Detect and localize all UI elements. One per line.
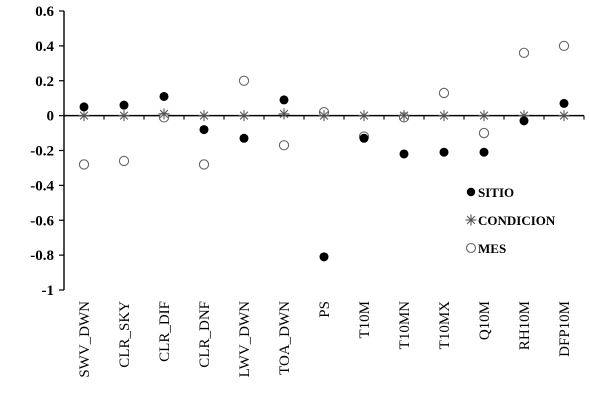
x-tick-label: T10MX (437, 301, 453, 350)
point-mes-lwv_dwn (238, 75, 250, 86)
point-sitio-toa_dwn (279, 95, 289, 105)
y-tick-label: 0.4 (35, 39, 54, 55)
legend-label-mes: MES (478, 241, 506, 256)
point-condicion-clr_dif (158, 108, 170, 120)
x-tick-label: CLR_DIF (157, 301, 173, 362)
x-tick-label: T10M (357, 301, 373, 339)
y-tick-label: -0.8 (30, 248, 54, 264)
legend: SITIO CONDICION MES (456, 179, 580, 267)
x-tick-label: CLR_DNF (197, 301, 213, 368)
point-condicion-clr_dnf (198, 110, 210, 122)
axes (59, 10, 585, 291)
x-tick-label: DFP10M (557, 301, 573, 357)
point-sitio-swv_dwn (79, 102, 89, 112)
point-condicion-clr_sky (118, 110, 130, 122)
point-condicion-swv_dwn (78, 110, 90, 122)
point-sitio-lwv_dwn (239, 133, 249, 143)
data-marks (78, 40, 570, 262)
point-condicion-t10mx (438, 110, 450, 122)
y-tick-labels: 0.6 0.4 0.2 0 -0.2 -0.4 -0.6 -0.8 -1 (30, 4, 54, 299)
legend-box (456, 179, 580, 267)
point-sitio-dfp10m (559, 98, 569, 108)
point-sitio-q10m (479, 147, 489, 157)
point-condicion-toa_dwn (278, 108, 290, 120)
point-sitio-t10m (359, 133, 369, 143)
y-tick-label: -0.6 (30, 213, 54, 229)
point-sitio-ps (319, 252, 329, 262)
x-tick-label: Q10M (477, 301, 493, 340)
x-tick-label: TOA_DWN (277, 301, 293, 375)
point-condicion-q10m (478, 110, 490, 122)
point-mes-clr_sky (118, 155, 130, 167)
legend-asterisk (465, 214, 477, 226)
point-mes-clr_dnf (198, 159, 210, 170)
point-condicion-t10m (358, 110, 370, 122)
point-sitio-clr_sky (119, 100, 129, 110)
y-tick-label: -0.2 (30, 144, 54, 160)
point-sitio-t10mn (399, 149, 409, 159)
y-tick-label: -0.4 (30, 178, 54, 194)
legend-label-condicion: CONDICION (478, 213, 556, 228)
point-sitio-clr_dif (159, 91, 169, 101)
x-tick-label: CLR_SKY (117, 301, 133, 368)
point-mes-q10m (478, 127, 490, 139)
x-tick-labels: SWV_DWN CLR_SKY CLR_DIF CLR_DNF LWV_DWN TOA_D… (77, 301, 573, 378)
point-mes-toa_dwn (278, 140, 290, 151)
x-tick-label: RH10M (517, 301, 533, 350)
point-mes-swv_dwn (78, 159, 90, 170)
point-condicion-lwv_dwn (238, 110, 250, 122)
point-sitio-rh10m (519, 116, 529, 126)
point-mes-dfp10m (558, 40, 570, 52)
x-tick-label: T10MN (397, 301, 413, 350)
point-condicion-ps (318, 110, 330, 122)
point-condicion-t10mn (398, 110, 410, 122)
y-tick-label: 0.6 (35, 4, 54, 20)
point-sitio-clr_dnf (199, 125, 209, 135)
y-tick-label: 0 (47, 109, 55, 125)
y-tick-label: -1 (42, 283, 55, 299)
y-tick-label: 0.2 (35, 74, 54, 90)
point-mes-t10mx (438, 87, 450, 99)
legend-marker-condicion (465, 214, 477, 226)
legend-marker-mes (465, 242, 477, 254)
point-condicion-dfp10m (558, 110, 570, 122)
point-mes-rh10m (518, 47, 530, 58)
x-tick-label: SWV_DWN (77, 301, 93, 378)
x-tick-label: PS (317, 301, 333, 318)
point-sitio-t10mx (439, 147, 449, 157)
legend-label-sitio: SITIO (478, 185, 514, 200)
legend-marker-sitio (466, 187, 476, 197)
x-tick-label: LWV_DWN (237, 301, 253, 378)
